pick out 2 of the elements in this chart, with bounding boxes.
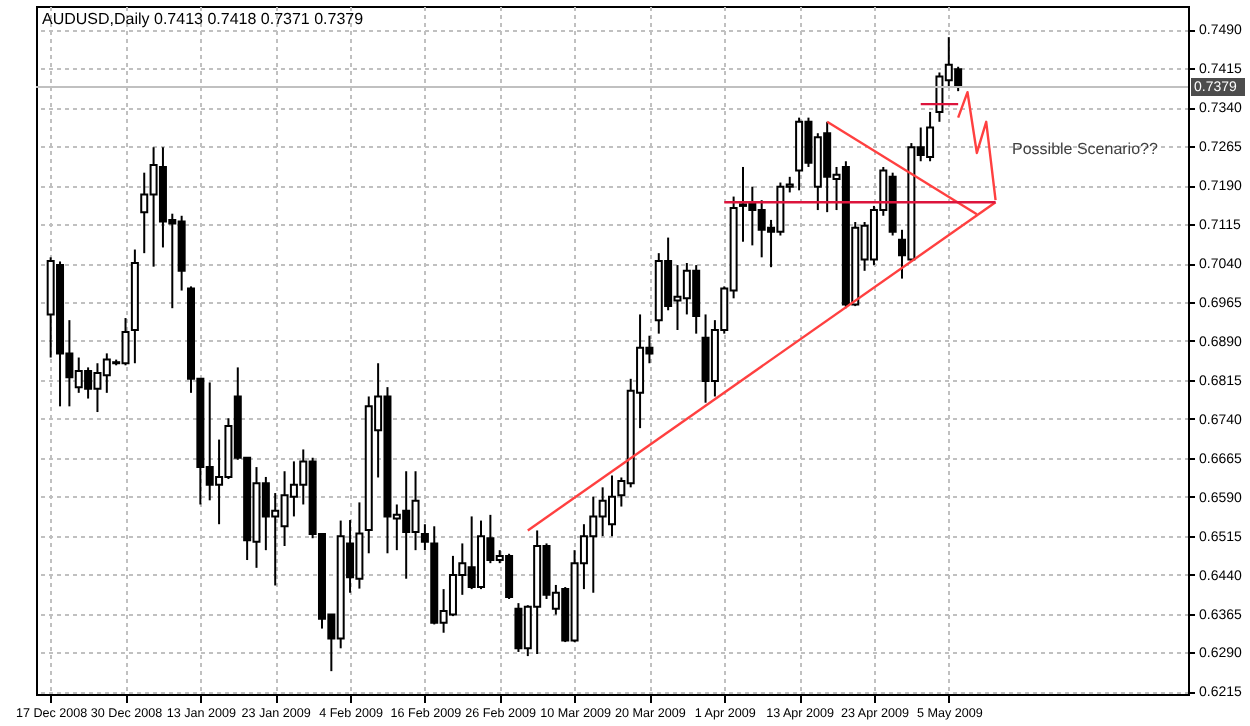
chart-title: AUDUSD,Daily 0.7413 0.7418 0.7371 0.7379 bbox=[42, 10, 365, 28]
annotation: Possible Scenario?? bbox=[1012, 140, 1159, 158]
